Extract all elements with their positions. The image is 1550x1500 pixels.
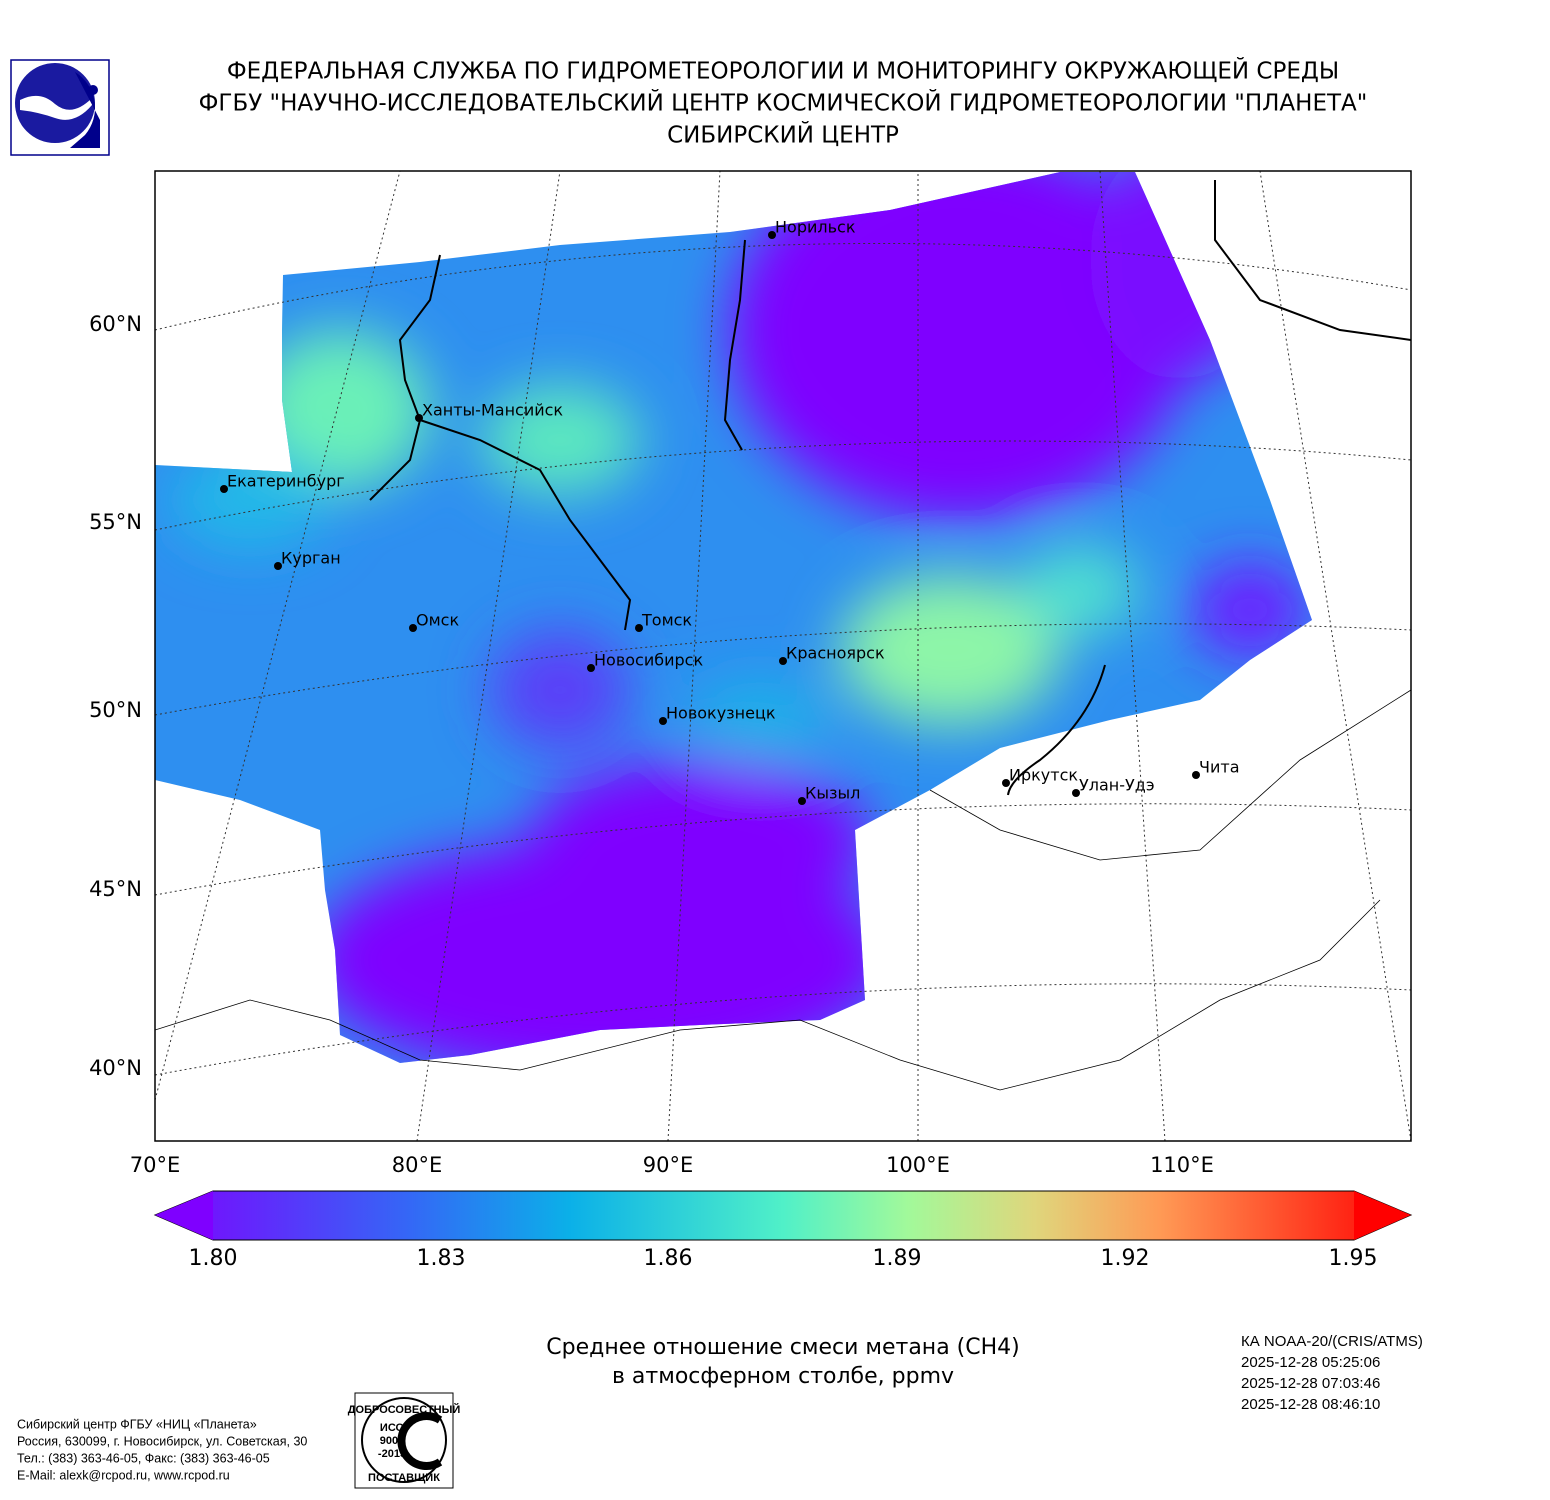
certificate-standard: ИСО — [380, 1422, 405, 1434]
certificate — [354, 1392, 454, 1489]
city-label: Омск — [416, 611, 459, 630]
city-dot — [409, 624, 417, 632]
city-label: Новокузнецк — [666, 704, 776, 723]
graticule — [155, 171, 1411, 1141]
colorbar-tick-label: 1.83 — [417, 1246, 466, 1271]
logo — [10, 59, 110, 156]
city-dot — [798, 797, 806, 805]
header-line: СИБИРСКИЙ ЦЕНТР — [667, 121, 899, 149]
certificate-bottom: ПОСТАВЩИК — [368, 1472, 440, 1484]
colorbar-tick-label: 1.80 — [189, 1246, 238, 1271]
cities: Норильск Ханты-Мансийск Екатеринбург Курган… — [220, 218, 1240, 805]
lon-label: 90°E — [643, 1153, 694, 1177]
map-frame — [154, 170, 1412, 1142]
satellite-line: 2025-12-28 05:25:06 — [1241, 1354, 1380, 1371]
city-dot — [1072, 789, 1080, 797]
city-dot — [415, 414, 423, 422]
caption-line: Среднее отношение смеси метана (CH4) — [546, 1335, 1019, 1360]
ch4-field — [155, 172, 1312, 1063]
city-label: Чита — [1199, 758, 1240, 777]
lat-label: 40°N — [89, 1056, 142, 1080]
colorbar-tick-label: 1.89 — [873, 1246, 922, 1271]
lon-label: 80°E — [392, 1153, 443, 1177]
city-label: Ханты-Мансийск — [422, 401, 563, 420]
footer-line: Россия, 630099, г. Новосибирск, ул. Сове… — [17, 1434, 307, 1448]
map: Норильск Ханты-Мансийск Екатеринбург Курган… — [155, 171, 1411, 1141]
lat-label: 50°N — [89, 698, 142, 722]
certificate-standard: 9001 — [380, 1435, 404, 1447]
certificate-top: ДОБРОСОВЕСТНЫЙ — [348, 1403, 461, 1416]
city-label: Новосибирск — [594, 651, 703, 670]
city-dot — [779, 657, 787, 665]
lon-label: 100°E — [886, 1153, 950, 1177]
footer-line: Сибирский центр ФГБУ «НИЦ «Планета» — [17, 1417, 257, 1431]
lat-label: 45°N — [89, 877, 142, 901]
city-label: Томск — [641, 611, 692, 630]
city-dot — [274, 562, 282, 570]
colorbar-tick-label: 1.86 — [644, 1246, 693, 1271]
rivers — [369, 180, 1411, 796]
city-dot — [1002, 779, 1010, 787]
satellite-line: 2025-12-28 08:46:10 — [1241, 1396, 1380, 1413]
city-dot — [659, 717, 667, 725]
lon-label: 110°E — [1150, 1153, 1214, 1177]
city-label: Улан-Удэ — [1079, 776, 1155, 795]
city-dot — [768, 231, 776, 239]
city-dot — [220, 485, 228, 493]
city-label: Екатеринбург — [227, 472, 345, 491]
colorbar — [153, 1190, 1413, 1241]
certificate-standard: -2015 — [378, 1448, 406, 1460]
city-dot — [1192, 771, 1200, 779]
header-line: ФЕДЕРАЛЬНАЯ СЛУЖБА ПО ГИДРОМЕТЕОРОЛОГИИ … — [227, 57, 1339, 85]
footer-line: E-Mail: alexk@rcpod.ru, www.rcpod.ru — [17, 1468, 230, 1482]
city-label: Норильск — [775, 218, 856, 237]
city-label: Иркутск — [1009, 766, 1078, 785]
caption-line: в атмосферном столбе, ppmv — [612, 1364, 954, 1389]
lon-label: 70°E — [130, 1153, 181, 1177]
lat-label: 60°N — [89, 312, 142, 336]
satellite-line: КА NOAA-20/(CRIS/ATMS) — [1241, 1333, 1423, 1350]
city-label: Курган — [281, 549, 341, 568]
colorbar-tick-label: 1.92 — [1101, 1246, 1150, 1271]
lat-label: 55°N — [89, 510, 142, 534]
city-dot — [635, 624, 643, 632]
satellite-line: 2025-12-28 07:03:46 — [1241, 1375, 1380, 1392]
borders — [155, 689, 1411, 1091]
header-line: ФГБУ "НАУЧНО-ИССЛЕДОВАТЕЛЬСКИЙ ЦЕНТР КОС… — [199, 89, 1368, 117]
colorbar-tick-label: 1.95 — [1329, 1246, 1378, 1271]
city-label: Кызыл — [805, 784, 860, 803]
city-label: Красноярск — [786, 644, 885, 663]
city-dot — [587, 664, 595, 672]
footer-line: Тел.: (383) 363-46-05, Факс: (383) 363-4… — [17, 1451, 270, 1465]
